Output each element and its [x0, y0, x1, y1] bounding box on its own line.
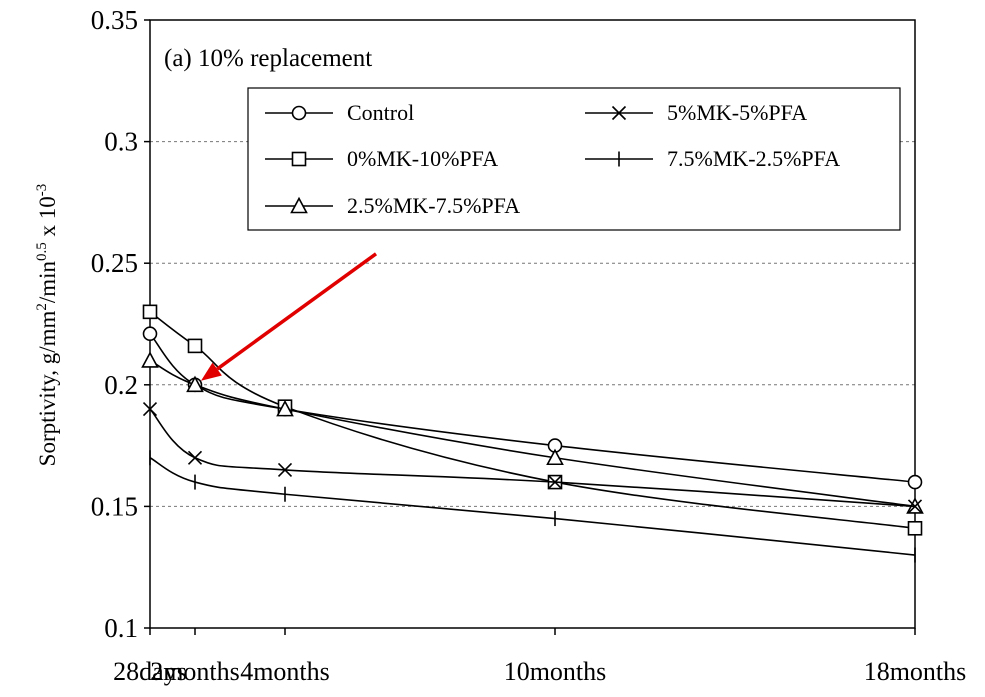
- data-point-triangle: [186, 375, 204, 393]
- data-point-square: [142, 304, 158, 320]
- data-point-x: [187, 450, 203, 465]
- series-layer: [141, 304, 924, 563]
- data-point-circle: [142, 326, 158, 342]
- legend-box: [247, 87, 901, 231]
- legend: Control 0%MK-10%PFA 2.5%MK-7.5%PFA 5%MK-5%P…: [247, 87, 901, 231]
- legend-label: 2.5%MK-7.5%PFA: [347, 193, 520, 218]
- legend-marker-circle: [291, 105, 307, 121]
- x-tick-label: 10months: [504, 657, 607, 686]
- y-tick-label: 0.15: [91, 491, 138, 521]
- series-line: [149, 359, 916, 508]
- y-axis-label-mid: /min: [35, 260, 60, 303]
- data-point-x: [277, 462, 293, 477]
- x-tick-label: 18months: [864, 657, 967, 686]
- y-axis-ticks: 0.1 0.15 0.2 0.25 0.3 0.35: [91, 5, 150, 643]
- data-point-circle: [907, 474, 923, 490]
- legend-marker-square: [291, 151, 307, 167]
- data-point-triangle: [141, 351, 159, 368]
- series-plus: [149, 450, 916, 563]
- y-axis-label-sup1: 2: [34, 303, 50, 311]
- legend-item: 5%MK-5%PFA: [585, 100, 807, 125]
- legend-item: 7.5%MK-2.5%PFA: [585, 146, 840, 171]
- annotation-layer: [201, 252, 378, 381]
- data-point-square: [907, 520, 923, 536]
- series-circle: [142, 326, 923, 490]
- legend-label: 7.5%MK-2.5%PFA: [667, 146, 840, 171]
- y-axis-label-suffix: x 10: [35, 196, 60, 242]
- legend-label: 5%MK-5%PFA: [667, 100, 807, 125]
- x-tick-label: 28days: [113, 657, 187, 686]
- y-tick-label: 0.1: [104, 613, 138, 643]
- data-point-x: [547, 475, 563, 490]
- plot-area-frame: [149, 19, 916, 629]
- arrow-head: [201, 362, 222, 381]
- arrow-shaft: [216, 252, 378, 371]
- panel-label: (a) 10% replacement: [164, 45, 372, 72]
- legend-label: 0%MK-10%PFA: [347, 146, 498, 171]
- y-tick-label: 0.3: [104, 127, 138, 157]
- y-axis-label-sup2: 0.5: [34, 242, 50, 261]
- legend-items: Control 0%MK-10%PFA 2.5%MK-7.5%PFA 5%MK-5%P…: [265, 100, 840, 218]
- y-axis-label: Sorptivity, g/mm2/min0.5 x 10-3: [34, 184, 60, 467]
- data-point-triangle: [276, 399, 294, 417]
- legend-label: Control: [347, 100, 414, 125]
- series-line: [149, 311, 916, 530]
- y-axis-label-prefix: Sorptivity, g/mm: [35, 311, 60, 467]
- data-point-triangle: [546, 448, 564, 466]
- data-point-square: [187, 338, 203, 354]
- series-line: [149, 333, 916, 483]
- y-tick-label: 0.25: [91, 248, 138, 278]
- legend-item: Control: [265, 100, 414, 125]
- x-tick-label: 4months: [240, 657, 330, 686]
- series-triangle: [141, 351, 924, 514]
- series-x: [142, 402, 923, 514]
- data-point-x: [907, 499, 923, 514]
- legend-marker-triangle: [290, 196, 308, 214]
- legend-item: 2.5%MK-7.5%PFA: [265, 193, 520, 218]
- data-point-x: [142, 402, 158, 417]
- legend-marker-x: [611, 105, 627, 121]
- y-tick-label: 0.35: [91, 5, 138, 35]
- y-axis-label-sup3: -3: [34, 184, 50, 197]
- y-tick-label: 0.2: [104, 370, 138, 400]
- legend-item: 0%MK-10%PFA: [265, 146, 498, 171]
- x-tick-label: 2months: [150, 657, 240, 686]
